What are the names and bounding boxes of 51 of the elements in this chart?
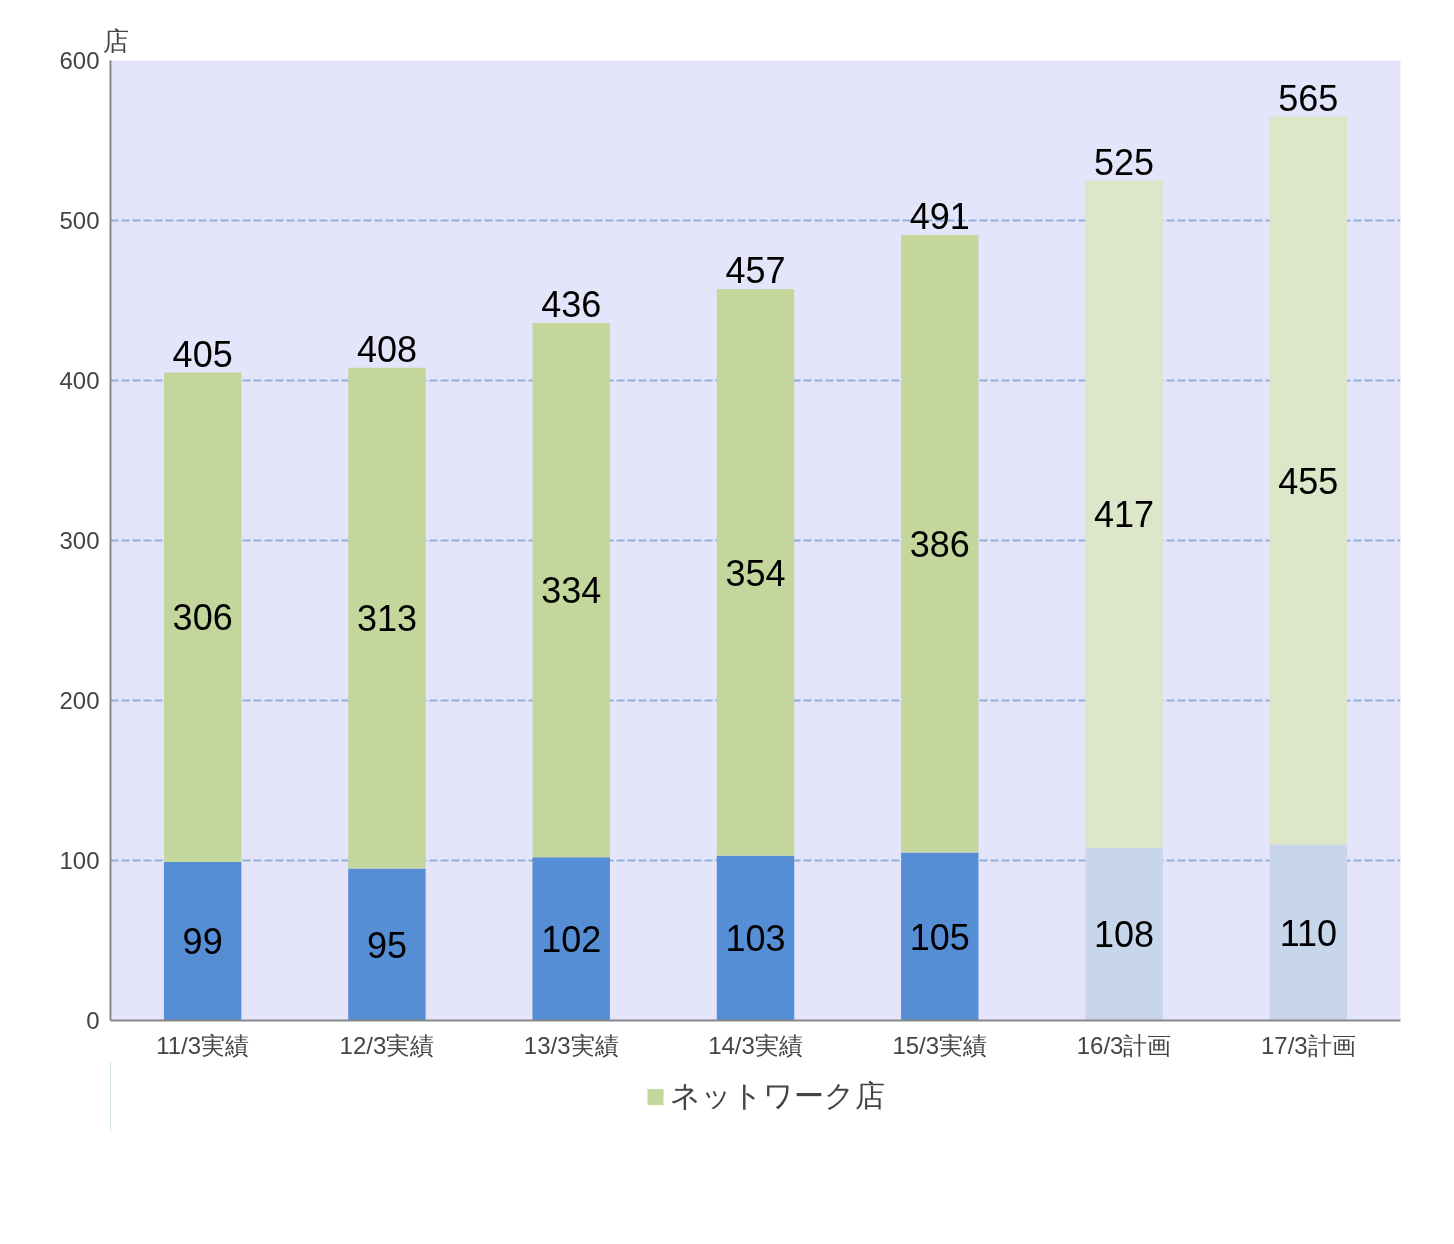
bar [1269,116,1348,845]
total-label: 436 [541,283,602,325]
x-tick-label: 13/3実績 [523,1031,619,1059]
y-tick-label: 200 [59,687,100,714]
total-label: 491 [909,195,970,237]
bar [163,862,242,1021]
data-label: 313 [356,598,417,640]
bar [1085,847,1163,1021]
x-tick-label: 11/3実績 [156,1031,250,1059]
y-tick-label: 600 [59,47,100,74]
x-tick-label: 16/3計画 [1076,1031,1172,1059]
bar [348,868,426,1021]
data-label: 105 [909,916,970,958]
legend-label: ネットワーク店 [670,1077,885,1114]
x-tick-label: 14/3実績 [708,1031,803,1059]
data-label: 386 [909,523,970,565]
x-tick-label: 17/3計画 [1261,1031,1356,1059]
x-tick-label: 12/3実績 [339,1031,435,1059]
bar [716,289,795,856]
bar [901,852,979,1021]
y-tick-label: 500 [59,207,100,234]
y-tick-label: 300 [59,527,100,554]
bar [532,322,610,858]
bar [716,855,795,1021]
data-label: 455 [1278,460,1339,502]
x-tick-label: 15/3実績 [892,1031,988,1059]
y-tick-label: 0 [86,1007,100,1034]
total-label: 457 [725,250,786,292]
bar [901,234,979,853]
data-label: 417 [1094,494,1155,536]
data-label: 99 [182,921,223,963]
y-axis-title: 店 [102,25,129,56]
bar [1269,844,1348,1021]
total-label: 405 [172,333,233,375]
data-label: 102 [541,918,602,960]
bar [348,367,426,869]
data-label: 110 [1279,912,1338,954]
total-label: 525 [1094,141,1155,183]
bar [163,372,242,863]
data-label: 108 [1094,914,1155,956]
data-label: 95 [366,924,407,966]
total-label: 408 [356,328,417,370]
bar [1085,180,1163,848]
bar [532,857,610,1021]
data-label: 103 [725,918,786,960]
data-label: 306 [172,597,233,639]
y-tick-label: 400 [59,367,100,394]
data-label: 334 [541,570,602,612]
total-label: 565 [1278,77,1339,119]
y-tick-label: 100 [59,847,100,874]
data-label: 354 [725,552,786,594]
